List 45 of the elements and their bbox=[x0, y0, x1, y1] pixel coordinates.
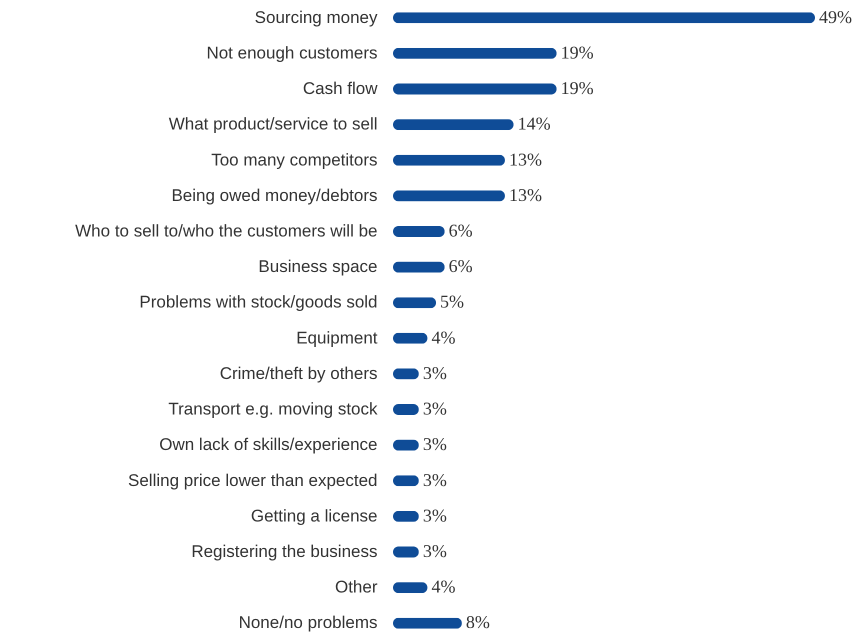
data-label: 4% bbox=[431, 327, 456, 348]
data-label: 19% bbox=[560, 78, 594, 98]
data-label: 6% bbox=[448, 220, 473, 240]
data-label: 3% bbox=[422, 540, 447, 561]
bar bbox=[393, 154, 505, 166]
y-tick-label: Own lack of skills/experience bbox=[159, 435, 378, 454]
y-tick-label: Transport e.g. moving stock bbox=[168, 400, 378, 419]
data-label: 4% bbox=[431, 576, 456, 597]
data-label: 14% bbox=[518, 114, 551, 134]
y-tick-label: Getting a license bbox=[250, 506, 378, 526]
data-label: 3% bbox=[422, 434, 447, 454]
bar bbox=[393, 226, 445, 237]
y-tick-label: Selling price lower than expected bbox=[128, 470, 378, 490]
data-label: 8% bbox=[466, 612, 490, 632]
y-tick-label: None/no problems bbox=[238, 613, 378, 632]
bar bbox=[393, 84, 557, 95]
y-tick-label: Registering the business bbox=[191, 542, 378, 561]
y-tick-label: Crime/theft by others bbox=[220, 364, 378, 383]
bar bbox=[393, 618, 462, 629]
y-tick-label: Not enough customers bbox=[206, 43, 378, 62]
data-label: 6% bbox=[448, 256, 473, 276]
data-label: 13% bbox=[508, 184, 542, 205]
data-label: 5% bbox=[440, 292, 464, 312]
data-label: 49% bbox=[819, 6, 852, 27]
bar bbox=[393, 48, 557, 59]
y-tick-label: Sourcing money bbox=[254, 8, 378, 27]
bar bbox=[393, 262, 445, 273]
y-tick-label: Too many competitors bbox=[211, 150, 378, 170]
bar bbox=[393, 119, 514, 130]
y-tick-label: What product/service to sell bbox=[168, 114, 378, 134]
data-label: 19% bbox=[560, 42, 594, 62]
data-label: 3% bbox=[422, 362, 447, 383]
y-tick-label: Equipment bbox=[296, 328, 378, 348]
bar bbox=[393, 190, 505, 202]
data-label: 3% bbox=[422, 505, 447, 526]
y-tick-label: Being owed money/debtors bbox=[171, 186, 378, 205]
y-tick-label: Cash flow bbox=[302, 79, 378, 98]
y-tick-label: Business space bbox=[258, 257, 378, 276]
y-tick-label: Other bbox=[334, 578, 378, 597]
y-tick-label: Who to sell to/who the customers will be bbox=[75, 221, 378, 240]
y-tick-label: Problems with stock/goods sold bbox=[139, 292, 378, 312]
data-label: 13% bbox=[508, 149, 542, 170]
data-label: 3% bbox=[422, 398, 447, 419]
bar bbox=[393, 12, 815, 24]
data-label: 3% bbox=[422, 470, 447, 490]
